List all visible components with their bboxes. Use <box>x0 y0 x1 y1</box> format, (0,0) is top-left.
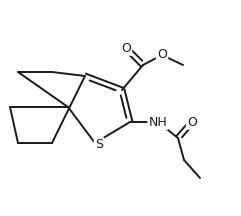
Text: S: S <box>95 138 103 151</box>
Text: NH: NH <box>149 116 167 129</box>
Text: O: O <box>121 41 131 54</box>
Text: O: O <box>187 116 197 129</box>
Text: O: O <box>157 49 167 62</box>
